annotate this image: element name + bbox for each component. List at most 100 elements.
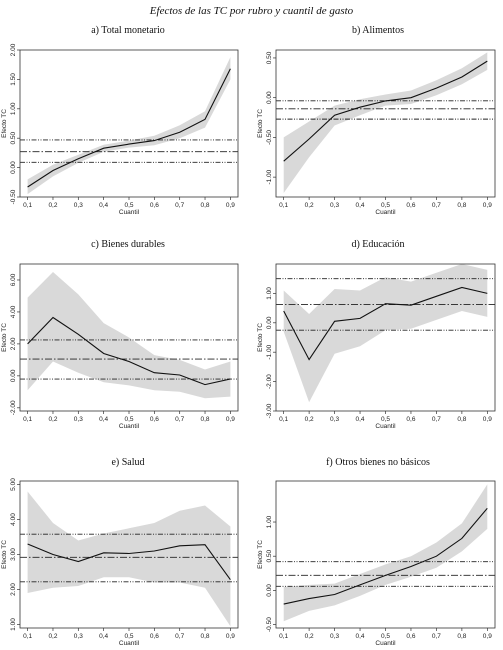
x-tick-label: 0,8 xyxy=(201,416,210,423)
x-tick-label: 0,9 xyxy=(226,633,235,640)
panel-title: b) Alimentos xyxy=(352,25,404,36)
y-tick-label: -1.00 xyxy=(266,169,273,184)
quantile-estimate-line xyxy=(27,68,231,188)
y-tick-label: 1.00 xyxy=(266,287,273,300)
x-tick-label: 0,1 xyxy=(23,633,32,640)
y-tick-label: 2.00 xyxy=(10,583,17,596)
x-axis-label: Cuantil xyxy=(375,423,396,430)
x-axis-label: Cuantil xyxy=(119,209,140,216)
x-tick-label: 0,5 xyxy=(381,633,390,640)
chart-panel: c) Bienes durables 0,1 0,2 0,3 0,4 0,5 0,6 0,7 0… xyxy=(1,239,239,430)
confidence-band xyxy=(283,264,488,403)
chart-panel: d) Educación 0,1 0,2 0,3 0,4 0,5 0,6 0,7 0,8 0,9 -… xyxy=(257,239,496,430)
y-axis-label: Efecto TC xyxy=(257,109,264,138)
y-tick-label: 0.50 xyxy=(10,131,17,144)
quantile-estimate-line xyxy=(27,316,231,386)
x-tick-label: 0,8 xyxy=(201,202,210,209)
x-tick-label: 0,5 xyxy=(381,416,390,423)
y-tick-label: 0.00 xyxy=(10,161,17,174)
y-axis-label: Efecto TC xyxy=(257,540,264,569)
y-tick-label: 4.00 xyxy=(10,513,17,526)
confidence-band xyxy=(283,52,488,194)
y-tick-label: -1.00 xyxy=(266,344,273,359)
y-tick-label: 0.50 xyxy=(266,51,273,64)
x-tick-label: 0,7 xyxy=(432,416,441,423)
confidence-band xyxy=(27,491,231,627)
confidence-band xyxy=(27,57,231,195)
y-tick-label: 0.00 xyxy=(266,584,273,597)
x-tick-label: 0,2 xyxy=(305,202,314,209)
panel-title: e) Salud xyxy=(111,457,144,468)
quantile-estimate-line xyxy=(27,543,231,581)
y-tick-label: -0.50 xyxy=(266,617,273,632)
x-tick-label: 0,4 xyxy=(99,202,108,209)
y-tick-label: -0.50 xyxy=(266,130,273,145)
y-tick-label: 6.00 xyxy=(10,273,17,286)
panel-title: f) Otros bienes no básicos xyxy=(326,457,430,468)
panel-title: d) Educación xyxy=(351,239,404,250)
y-tick-label: 1.00 xyxy=(10,102,17,115)
x-tick-label: 0,8 xyxy=(457,416,466,423)
y-tick-label: 5.00 xyxy=(10,478,17,491)
x-tick-label: 0,1 xyxy=(279,633,288,640)
x-tick-label: 0,2 xyxy=(48,633,57,640)
x-tick-label: 0,6 xyxy=(150,633,159,640)
y-tick-label: 1.50 xyxy=(10,73,17,86)
x-axis-label: Cuantil xyxy=(375,209,396,216)
x-tick-label: 0,1 xyxy=(279,202,288,209)
x-tick-label: 0,9 xyxy=(483,416,492,423)
y-tick-label: -2.00 xyxy=(266,374,273,389)
x-tick-label: 0,2 xyxy=(305,633,314,640)
y-tick-label: 3.00 xyxy=(10,548,17,561)
x-tick-label: 0,9 xyxy=(483,202,492,209)
y-tick-label: 2.00 xyxy=(10,337,17,350)
y-tick-label: -0.50 xyxy=(10,189,17,204)
x-tick-label: 0,3 xyxy=(74,416,83,423)
x-tick-label: 0,6 xyxy=(406,633,415,640)
y-tick-label: 4.00 xyxy=(10,305,17,318)
y-tick-label: -2.00 xyxy=(10,400,17,415)
x-tick-label: 0,4 xyxy=(356,633,365,640)
quantile-estimate-line xyxy=(283,60,488,162)
y-tick-label: 0.50 xyxy=(266,550,273,563)
x-tick-label: 0,1 xyxy=(23,202,32,209)
x-axis-label: Cuantil xyxy=(375,640,396,647)
x-tick-label: 0,5 xyxy=(124,416,133,423)
x-tick-label: 0,5 xyxy=(124,202,133,209)
x-tick-label: 0,3 xyxy=(330,416,339,423)
chart-panel: f) Otros bienes no básicos 0,1 0,2 0,3 0,4 0,… xyxy=(257,457,496,647)
x-tick-label: 0,2 xyxy=(48,202,57,209)
x-tick-label: 0,6 xyxy=(150,202,159,209)
x-tick-label: 0,6 xyxy=(150,416,159,423)
x-tick-label: 0,7 xyxy=(432,633,441,640)
x-tick-label: 0,8 xyxy=(457,202,466,209)
x-tick-label: 0,3 xyxy=(330,633,339,640)
y-tick-label: 0.00 xyxy=(266,316,273,329)
x-tick-label: 0,1 xyxy=(279,416,288,423)
y-axis-label: Efecto TC xyxy=(1,323,8,352)
x-axis-label: Cuantil xyxy=(119,423,140,430)
x-axis-label: Cuantil xyxy=(119,640,140,647)
y-tick-label: 0.00 xyxy=(266,91,273,104)
x-tick-label: 0,4 xyxy=(99,633,108,640)
x-tick-label: 0,8 xyxy=(457,633,466,640)
x-tick-label: 0,6 xyxy=(406,202,415,209)
x-tick-label: 0,3 xyxy=(74,633,83,640)
x-tick-label: 0,4 xyxy=(99,416,108,423)
x-tick-label: 0,9 xyxy=(226,202,235,209)
x-tick-label: 0,5 xyxy=(124,633,133,640)
y-tick-label: 1.00 xyxy=(266,515,273,528)
y-tick-label: -3.00 xyxy=(266,403,273,418)
chart-panel: b) Alimentos 0,1 0,2 0,3 0,4 0,5 0,6 0,7 0,8 0,9 -… xyxy=(257,25,496,216)
y-tick-label: 0.00 xyxy=(10,369,17,382)
x-tick-label: 0,2 xyxy=(48,416,57,423)
quantile-estimate-line xyxy=(283,507,488,605)
x-tick-label: 0,9 xyxy=(226,416,235,423)
x-tick-label: 0,7 xyxy=(175,633,184,640)
panel-title: c) Bienes durables xyxy=(91,239,165,250)
x-tick-label: 0,7 xyxy=(175,416,184,423)
confidence-band xyxy=(283,484,488,622)
x-tick-label: 0,6 xyxy=(406,416,415,423)
y-tick-label: 2.00 xyxy=(10,43,17,56)
